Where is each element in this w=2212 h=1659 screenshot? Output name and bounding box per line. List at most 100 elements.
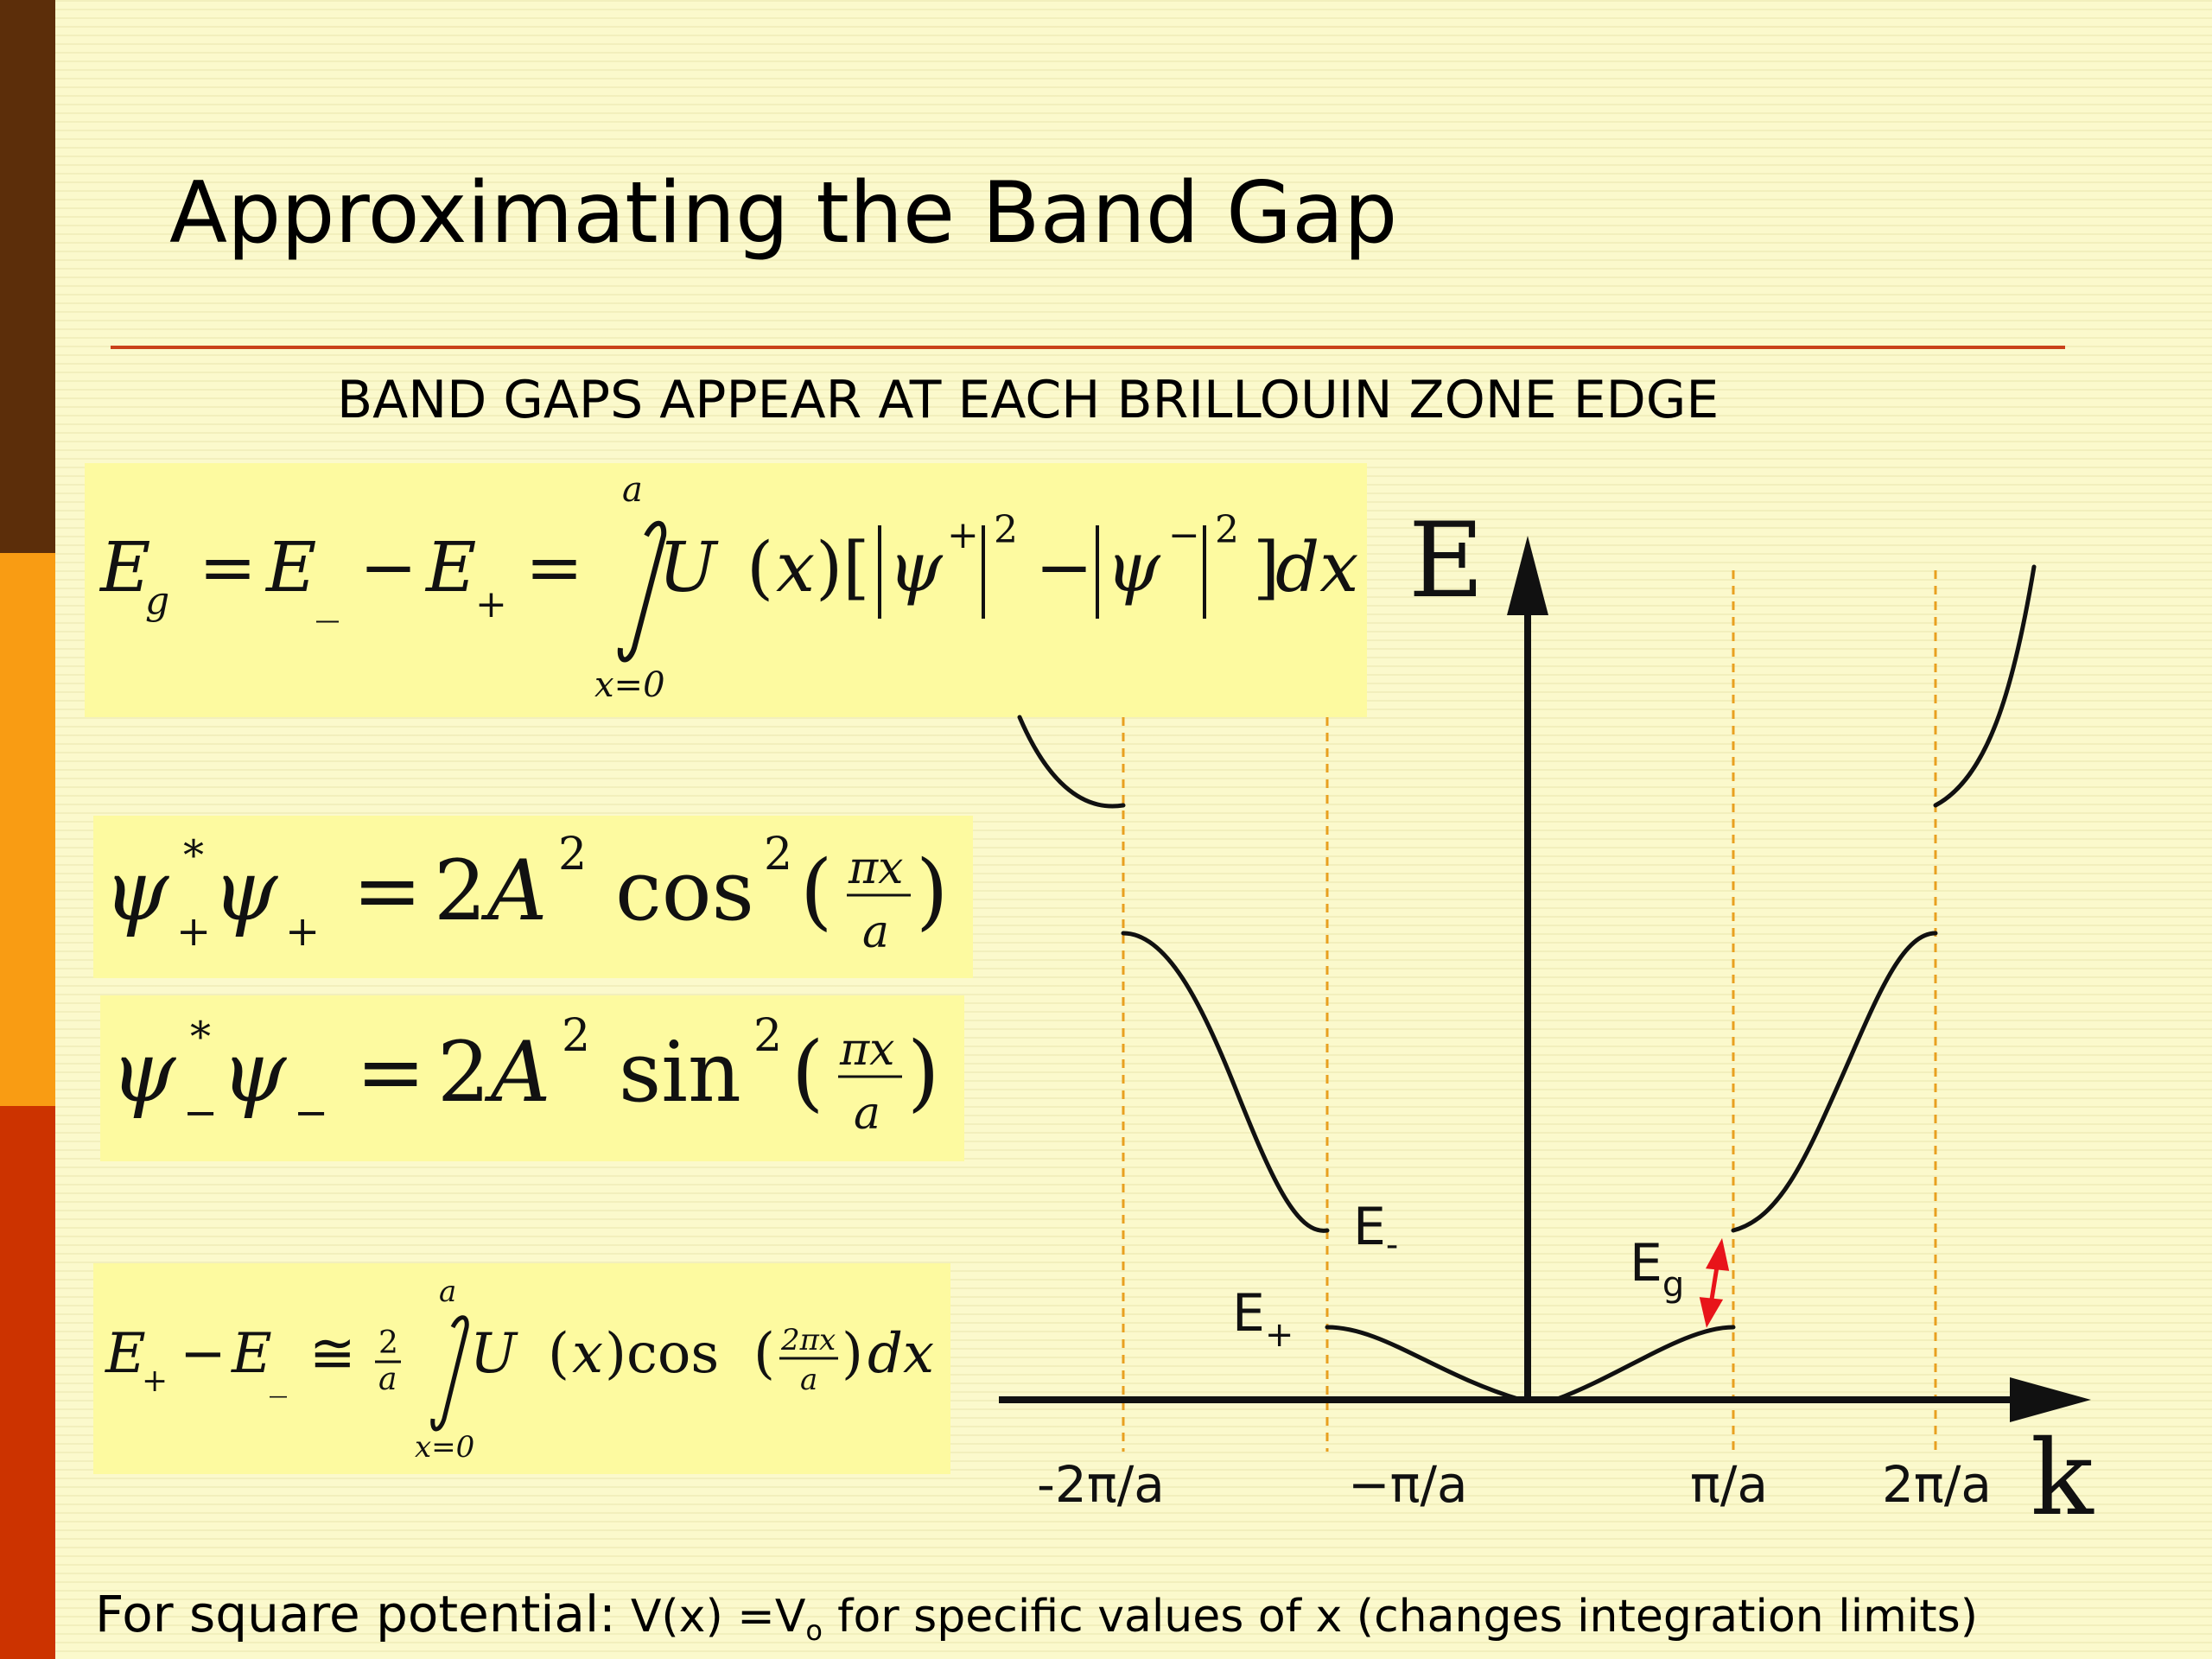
slide-sidebar bbox=[0, 0, 55, 1659]
svg-text:A: A bbox=[484, 1024, 550, 1121]
integral-upper-limit-2: a bbox=[439, 1274, 456, 1309]
svg-text:): ) bbox=[916, 842, 948, 939]
svg-text:_: _ bbox=[316, 571, 339, 623]
band-1-left bbox=[1325, 1325, 1523, 1402]
integral-sign-icon bbox=[617, 520, 667, 663]
svg-text:2: 2 bbox=[558, 829, 587, 880]
footer-v-expr: V(x) =Vo bbox=[630, 1591, 823, 1647]
integral-sign-icon-2 bbox=[430, 1315, 469, 1432]
band-structure-graph: E k -2π/a −π/a π/a 2π/a E- E+ Eg bbox=[999, 501, 2094, 1539]
svg-text:−: − bbox=[180, 1322, 226, 1386]
band-2-left bbox=[1121, 931, 1330, 1233]
e-axis-label: E bbox=[1408, 501, 1484, 621]
band-2-right bbox=[1731, 931, 1938, 1233]
tick-label-pos-1: π/a bbox=[1690, 1455, 1768, 1514]
eg-label: Eg bbox=[1630, 1233, 1684, 1305]
svg-text:2: 2 bbox=[378, 1325, 398, 1361]
svg-text:2: 2 bbox=[764, 829, 792, 880]
svg-text:sin: sin bbox=[619, 1024, 741, 1121]
svg-text:+: + bbox=[947, 513, 979, 557]
svg-text:a: a bbox=[800, 1363, 817, 1397]
tick-label-neg-1: −π/a bbox=[1348, 1455, 1468, 1514]
svg-text:+: + bbox=[285, 907, 320, 956]
svg-text:(: ( bbox=[800, 842, 832, 939]
svg-text:(: ( bbox=[747, 527, 773, 607]
svg-text:dx: dx bbox=[1275, 527, 1358, 607]
svg-text:=: = bbox=[199, 527, 257, 607]
svg-text:)cos: )cos bbox=[605, 1322, 719, 1386]
svg-text:x: x bbox=[776, 527, 815, 607]
svg-text:+: + bbox=[475, 582, 507, 626]
e-axis-arrow-icon bbox=[1507, 536, 1548, 615]
k-axis-label: k bbox=[2031, 1419, 2094, 1539]
tick-label-neg-2: -2π/a bbox=[1037, 1455, 1165, 1514]
sidebar-block-orange bbox=[0, 553, 55, 1106]
svg-text:ψ: ψ bbox=[221, 1024, 288, 1121]
svg-text:): ) bbox=[842, 1322, 863, 1386]
sidebar-block-brown bbox=[0, 0, 55, 553]
svg-text:ψ: ψ bbox=[888, 527, 944, 607]
integral-upper-limit: a bbox=[622, 470, 643, 510]
svg-text:): ) bbox=[907, 1024, 939, 1121]
integral-lower-limit: x=0 bbox=[594, 665, 665, 705]
svg-text:x: x bbox=[572, 1322, 603, 1386]
svg-text:ψ: ψ bbox=[1106, 527, 1161, 607]
integral-lower-limit-2: x=0 bbox=[415, 1430, 474, 1465]
svg-text:ψ: ψ bbox=[213, 842, 279, 939]
svg-text:2: 2 bbox=[1215, 508, 1239, 552]
svg-text:E: E bbox=[231, 1322, 272, 1386]
svg-text:a: a bbox=[378, 1362, 397, 1397]
band-gap-arrow-icon bbox=[1699, 1237, 1730, 1328]
band-1-right bbox=[1553, 1325, 1736, 1402]
svg-text:−: − bbox=[183, 1089, 218, 1137]
svg-text:]: ] bbox=[1253, 527, 1280, 607]
svg-text:E: E bbox=[424, 527, 476, 607]
svg-text:2: 2 bbox=[562, 1010, 590, 1062]
title-divider bbox=[111, 346, 2065, 349]
svg-text:ψ: ψ bbox=[111, 1024, 177, 1121]
svg-text:≅: ≅ bbox=[309, 1322, 356, 1386]
svg-text:−: − bbox=[294, 1089, 328, 1137]
slide-subtitle: BAND GAPS APPEAR AT EACH BRILLOUIN ZONE … bbox=[337, 370, 1719, 430]
svg-text:2: 2 bbox=[437, 1024, 490, 1121]
svg-text:a: a bbox=[854, 1088, 880, 1140]
k-axis-arrow-icon bbox=[2010, 1377, 2091, 1422]
svg-text:E: E bbox=[105, 1322, 146, 1386]
svg-text:−: − bbox=[359, 527, 417, 607]
footer-lead: For square potential: bbox=[95, 1585, 616, 1643]
svg-text:=: = bbox=[525, 527, 583, 607]
psi-minus-equation: ψ * − ψ − = 2 A 2 sin 2 ( πx a ) bbox=[100, 995, 964, 1161]
svg-text:*: * bbox=[190, 1013, 211, 1061]
svg-text:g: g bbox=[145, 579, 169, 623]
psi-plus-equation: ψ * + ψ + = 2 A 2 cos 2 ( πx a ) bbox=[93, 816, 973, 978]
svg-text:+: + bbox=[142, 1363, 168, 1399]
band-gap-equation: E g = E _ − E + = a x=0 U ( x )[ ψ + 2 −… bbox=[85, 463, 1367, 717]
svg-text:−: − bbox=[1168, 513, 1200, 557]
e-minus-label: E- bbox=[1353, 1197, 1398, 1265]
footer-note: For square potential: V(x) =Vo for speci… bbox=[95, 1585, 1978, 1647]
svg-text:πx: πx bbox=[848, 842, 904, 894]
svg-text:(: ( bbox=[548, 1322, 569, 1386]
svg-text:*: * bbox=[183, 831, 204, 880]
band-curves bbox=[1017, 564, 2037, 1402]
footer-tail: for specific values of x (changes integr… bbox=[837, 1591, 1979, 1643]
svg-text:)[: )[ bbox=[816, 527, 869, 607]
svg-text:=: = bbox=[353, 842, 422, 939]
svg-text:ψ: ψ bbox=[104, 842, 170, 939]
band-3-left bbox=[1017, 715, 1126, 809]
svg-text:+: + bbox=[176, 907, 211, 956]
slide-title: Approximating the Band Gap bbox=[169, 164, 1398, 263]
sidebar-block-red bbox=[0, 1106, 55, 1659]
svg-text:a: a bbox=[862, 906, 889, 958]
svg-text:E: E bbox=[99, 527, 150, 607]
svg-text:dx: dx bbox=[868, 1322, 934, 1386]
tick-label-pos-2: 2π/a bbox=[1882, 1455, 1992, 1514]
svg-text:−: − bbox=[1035, 527, 1093, 607]
svg-text:U: U bbox=[470, 1322, 518, 1386]
svg-text:2: 2 bbox=[994, 508, 1018, 552]
svg-text:(: ( bbox=[791, 1024, 823, 1121]
approx-equation: E + − E _ ≅ 2 a a x=0 U ( x )cos ( 2πx a… bbox=[93, 1263, 950, 1474]
e-plus-label: E+ bbox=[1232, 1283, 1294, 1355]
svg-text:2: 2 bbox=[753, 1010, 782, 1062]
svg-text:cos: cos bbox=[615, 842, 754, 939]
